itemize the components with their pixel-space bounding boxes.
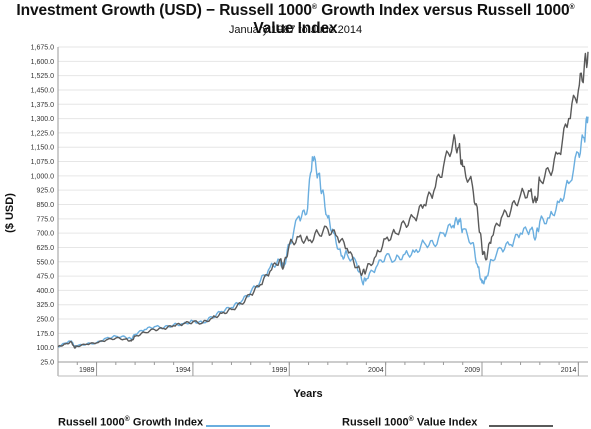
y-tick-label: 1,600.0 <box>31 59 54 66</box>
series-line-value <box>57 51 589 349</box>
legend-growth-label: Russell 1000 <box>58 416 125 429</box>
x-tick-label: 2014 <box>561 367 577 374</box>
x-tick-label: 1994 <box>175 367 191 374</box>
x-tick-label: 1989 <box>79 367 95 374</box>
y-tick-label: 1,225.0 <box>31 130 54 137</box>
y-tick-label: 775.0 <box>36 216 54 223</box>
title-part-2: Growth Index versus Russell 1000 <box>316 2 570 19</box>
legend-value-registered-mark: ® <box>408 416 414 423</box>
x-tick-label: 2004 <box>368 367 384 374</box>
x-axis-label: Years <box>293 388 322 400</box>
y-tick-label: 1,450.0 <box>31 87 54 94</box>
legend-growth-registered-mark: ® <box>124 416 130 423</box>
legend-swatch-growth <box>206 425 270 427</box>
y-tick-label: 1,375.0 <box>31 102 54 109</box>
y-tick-label: 700.0 <box>36 231 54 238</box>
y-tick-label: 550.0 <box>36 259 54 266</box>
title-registered-mark-1: ® <box>311 3 317 11</box>
y-tick-label: 175.0 <box>36 331 54 338</box>
y-tick-label: 475.0 <box>36 274 54 281</box>
y-tick-label: 1,675.0 <box>31 45 54 52</box>
legend-swatch-value <box>489 425 553 427</box>
x-tick-label: 1999 <box>272 367 288 374</box>
legend-value-label-suffix: Value Index <box>413 416 478 429</box>
title-part-3: Value Index <box>253 20 338 37</box>
y-tick-label: 325.0 <box>36 302 54 309</box>
y-tick-label: 100.0 <box>36 345 54 352</box>
chart-subtitle: January 1987 to June 2014 <box>228 24 363 36</box>
legend-item-value: Russell 1000® Value Index <box>342 416 477 429</box>
y-tick-label: 625.0 <box>36 245 54 252</box>
y-tick-label: 1,075.0 <box>31 159 54 166</box>
y-tick-label: 1,300.0 <box>31 116 54 123</box>
series-line-growth <box>57 116 589 348</box>
y-tick-label: 400.0 <box>36 288 54 295</box>
legend-item-growth: Russell 1000® Growth Index <box>58 416 203 429</box>
legend-value-label: Russell 1000 <box>342 416 409 429</box>
y-tick-label: 925.0 <box>36 188 54 195</box>
legend-growth-label-suffix: Growth Index <box>129 416 204 429</box>
title-part-1: Investment Growth (USD) − Russell 1000 <box>16 2 312 19</box>
chart-title: Investment Growth (USD) − Russell 1000® … <box>0 2 591 38</box>
y-tick-label: 1,000.0 <box>31 173 54 180</box>
y-tick-label: 250.0 <box>36 317 54 324</box>
y-tick-label: 850.0 <box>36 202 54 209</box>
y-axis-label: ($ USD) <box>4 193 16 233</box>
x-tick-label: 2009 <box>464 367 480 374</box>
y-tick-label: 1,525.0 <box>31 73 54 80</box>
title-registered-mark-2: ® <box>569 3 575 11</box>
y-tick-label: 25.0 <box>40 360 54 367</box>
y-tick-label: 1,150.0 <box>31 145 54 152</box>
